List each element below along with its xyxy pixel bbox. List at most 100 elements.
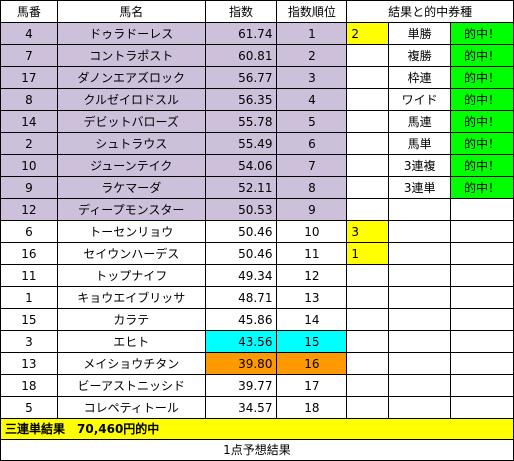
index-cell: 45.86 bbox=[204, 308, 278, 331]
bet-type-cell bbox=[388, 352, 452, 375]
finish-position-cell bbox=[346, 176, 390, 199]
horse-name-cell: クルゼイロドスル bbox=[56, 88, 206, 111]
bet-type-cell: 3連複 bbox=[388, 154, 452, 177]
table-row: 1 キョウエイブリッサ 48.71 13 bbox=[0, 286, 514, 309]
bet-type-cell bbox=[388, 264, 452, 287]
index-rank-cell: 18 bbox=[276, 396, 348, 419]
horse-number-cell: 2 bbox=[0, 132, 58, 155]
index-cell: 55.78 bbox=[204, 110, 278, 133]
index-rank-cell: 17 bbox=[276, 374, 348, 397]
hit-cell: 的中！ bbox=[450, 154, 514, 177]
bet-type-cell: 馬連 bbox=[388, 110, 452, 133]
hit-cell bbox=[450, 198, 514, 221]
finish-position-cell bbox=[346, 308, 390, 331]
table-row: 15 カラテ 45.86 14 bbox=[0, 308, 514, 331]
horse-name-cell: シュトラウス bbox=[56, 132, 206, 155]
hit-cell: 的中！ bbox=[450, 44, 514, 67]
hit-cell: 的中！ bbox=[450, 22, 514, 45]
horse-number-cell: 9 bbox=[0, 176, 58, 199]
table-row: 8 クルゼイロドスル 56.35 4 ワイド 的中！ bbox=[0, 88, 514, 111]
finish-position-cell bbox=[346, 374, 390, 397]
table-row: 18 ビーアストニッシド 39.77 17 bbox=[0, 374, 514, 397]
horse-name-cell: ビーアストニッシド bbox=[56, 374, 206, 397]
horse-name-cell: ドゥラドーレス bbox=[56, 22, 206, 45]
bet-type-cell bbox=[388, 396, 452, 419]
horse-number-cell: 12 bbox=[0, 198, 58, 221]
index-rank-cell: 3 bbox=[276, 66, 348, 89]
table-row: 4 ドゥラドーレス 61.74 1 2 単勝 的中！ bbox=[0, 22, 514, 45]
horse-name-cell: カラテ bbox=[56, 308, 206, 331]
bet-type-cell bbox=[388, 286, 452, 309]
hit-cell: 的中！ bbox=[450, 110, 514, 133]
horse-number-cell: 5 bbox=[0, 396, 58, 419]
table-row: 2 シュトラウス 55.49 6 馬単 的中！ bbox=[0, 132, 514, 155]
hit-cell bbox=[450, 308, 514, 331]
finish-position-cell: 2 bbox=[346, 22, 390, 45]
horse-name-cell: コントラポスト bbox=[56, 44, 206, 67]
index-rank-cell: 4 bbox=[276, 88, 348, 111]
bet-type-cell bbox=[388, 374, 452, 397]
index-cell: 34.57 bbox=[204, 396, 278, 419]
index-cell: 43.56 bbox=[204, 330, 278, 353]
horse-name-cell: ディープモンスター bbox=[56, 198, 206, 221]
trifecta-result-text: 三連単結果 70,460円的中 bbox=[0, 418, 514, 440]
horse-name-cell: エヒト bbox=[56, 330, 206, 353]
finish-position-cell bbox=[346, 264, 390, 287]
table-row: 17 ダノンエアズロック 56.77 3 枠連 的中！ bbox=[0, 66, 514, 89]
hit-cell bbox=[450, 330, 514, 353]
index-cell: 49.34 bbox=[204, 264, 278, 287]
finish-position-cell: 1 bbox=[346, 242, 390, 265]
bet-type-cell: 枠連 bbox=[388, 66, 452, 89]
horse-number-cell: 8 bbox=[0, 88, 58, 111]
horse-name-cell: ラケマーダ bbox=[56, 176, 206, 199]
index-rank-cell: 8 bbox=[276, 176, 348, 199]
horse-name-cell: メイショウチタン bbox=[56, 352, 206, 375]
table-row: 7 コントラポスト 60.81 2 複勝 的中！ bbox=[0, 44, 514, 67]
horse-number-cell: 3 bbox=[0, 330, 58, 353]
index-cell: 39.80 bbox=[204, 352, 278, 375]
index-cell: 50.53 bbox=[204, 198, 278, 221]
horse-name-cell: デビットバローズ bbox=[56, 110, 206, 133]
table-row: 10 ジューンテイク 54.06 7 3連複 的中！ bbox=[0, 154, 514, 177]
index-cell: 54.06 bbox=[204, 154, 278, 177]
header-result: 結果と的中券種 bbox=[346, 0, 514, 23]
horse-number-cell: 16 bbox=[0, 242, 58, 265]
horse-number-cell: 18 bbox=[0, 374, 58, 397]
horse-name-cell: キョウエイブリッサ bbox=[56, 286, 206, 309]
index-rank-cell: 7 bbox=[276, 154, 348, 177]
bet-type-cell: 馬単 bbox=[388, 132, 452, 155]
header-index: 指数 bbox=[204, 0, 278, 23]
index-rank-cell: 9 bbox=[276, 198, 348, 221]
index-cell: 61.74 bbox=[204, 22, 278, 45]
finish-position-cell bbox=[346, 66, 390, 89]
hit-cell bbox=[450, 242, 514, 265]
bet-type-cell: 3連単 bbox=[388, 176, 452, 199]
bet-type-cell bbox=[388, 220, 452, 243]
table-row: 11 トップナイフ 49.34 12 bbox=[0, 264, 514, 287]
finish-position-cell bbox=[346, 110, 390, 133]
finish-position-cell bbox=[346, 88, 390, 111]
index-rank-cell: 1 bbox=[276, 22, 348, 45]
table-row: 3 エヒト 43.56 15 bbox=[0, 330, 514, 353]
table-row: 12 ディープモンスター 50.53 9 bbox=[0, 198, 514, 221]
horse-number-cell: 10 bbox=[0, 154, 58, 177]
index-rank-cell: 10 bbox=[276, 220, 348, 243]
hit-cell: 的中！ bbox=[450, 132, 514, 155]
hit-cell bbox=[450, 220, 514, 243]
table-row: 6 トーセンリョウ 50.46 10 3 bbox=[0, 220, 514, 243]
index-cell: 56.77 bbox=[204, 66, 278, 89]
horse-number-cell: 14 bbox=[0, 110, 58, 133]
horse-name-cell: セイウンハーデス bbox=[56, 242, 206, 265]
hit-cell: 的中！ bbox=[450, 176, 514, 199]
header-row: 馬番 馬名 指数 指数順位 結果と的中券種 bbox=[0, 0, 514, 23]
hit-cell bbox=[450, 374, 514, 397]
index-cell: 39.77 bbox=[204, 374, 278, 397]
horse-number-cell: 17 bbox=[0, 66, 58, 89]
table-row: 14 デビットバローズ 55.78 5 馬連 的中！ bbox=[0, 110, 514, 133]
hit-cell bbox=[450, 286, 514, 309]
finish-position-cell bbox=[346, 154, 390, 177]
table-row: 13 メイショウチタン 39.80 16 bbox=[0, 352, 514, 375]
hit-cell bbox=[450, 352, 514, 375]
